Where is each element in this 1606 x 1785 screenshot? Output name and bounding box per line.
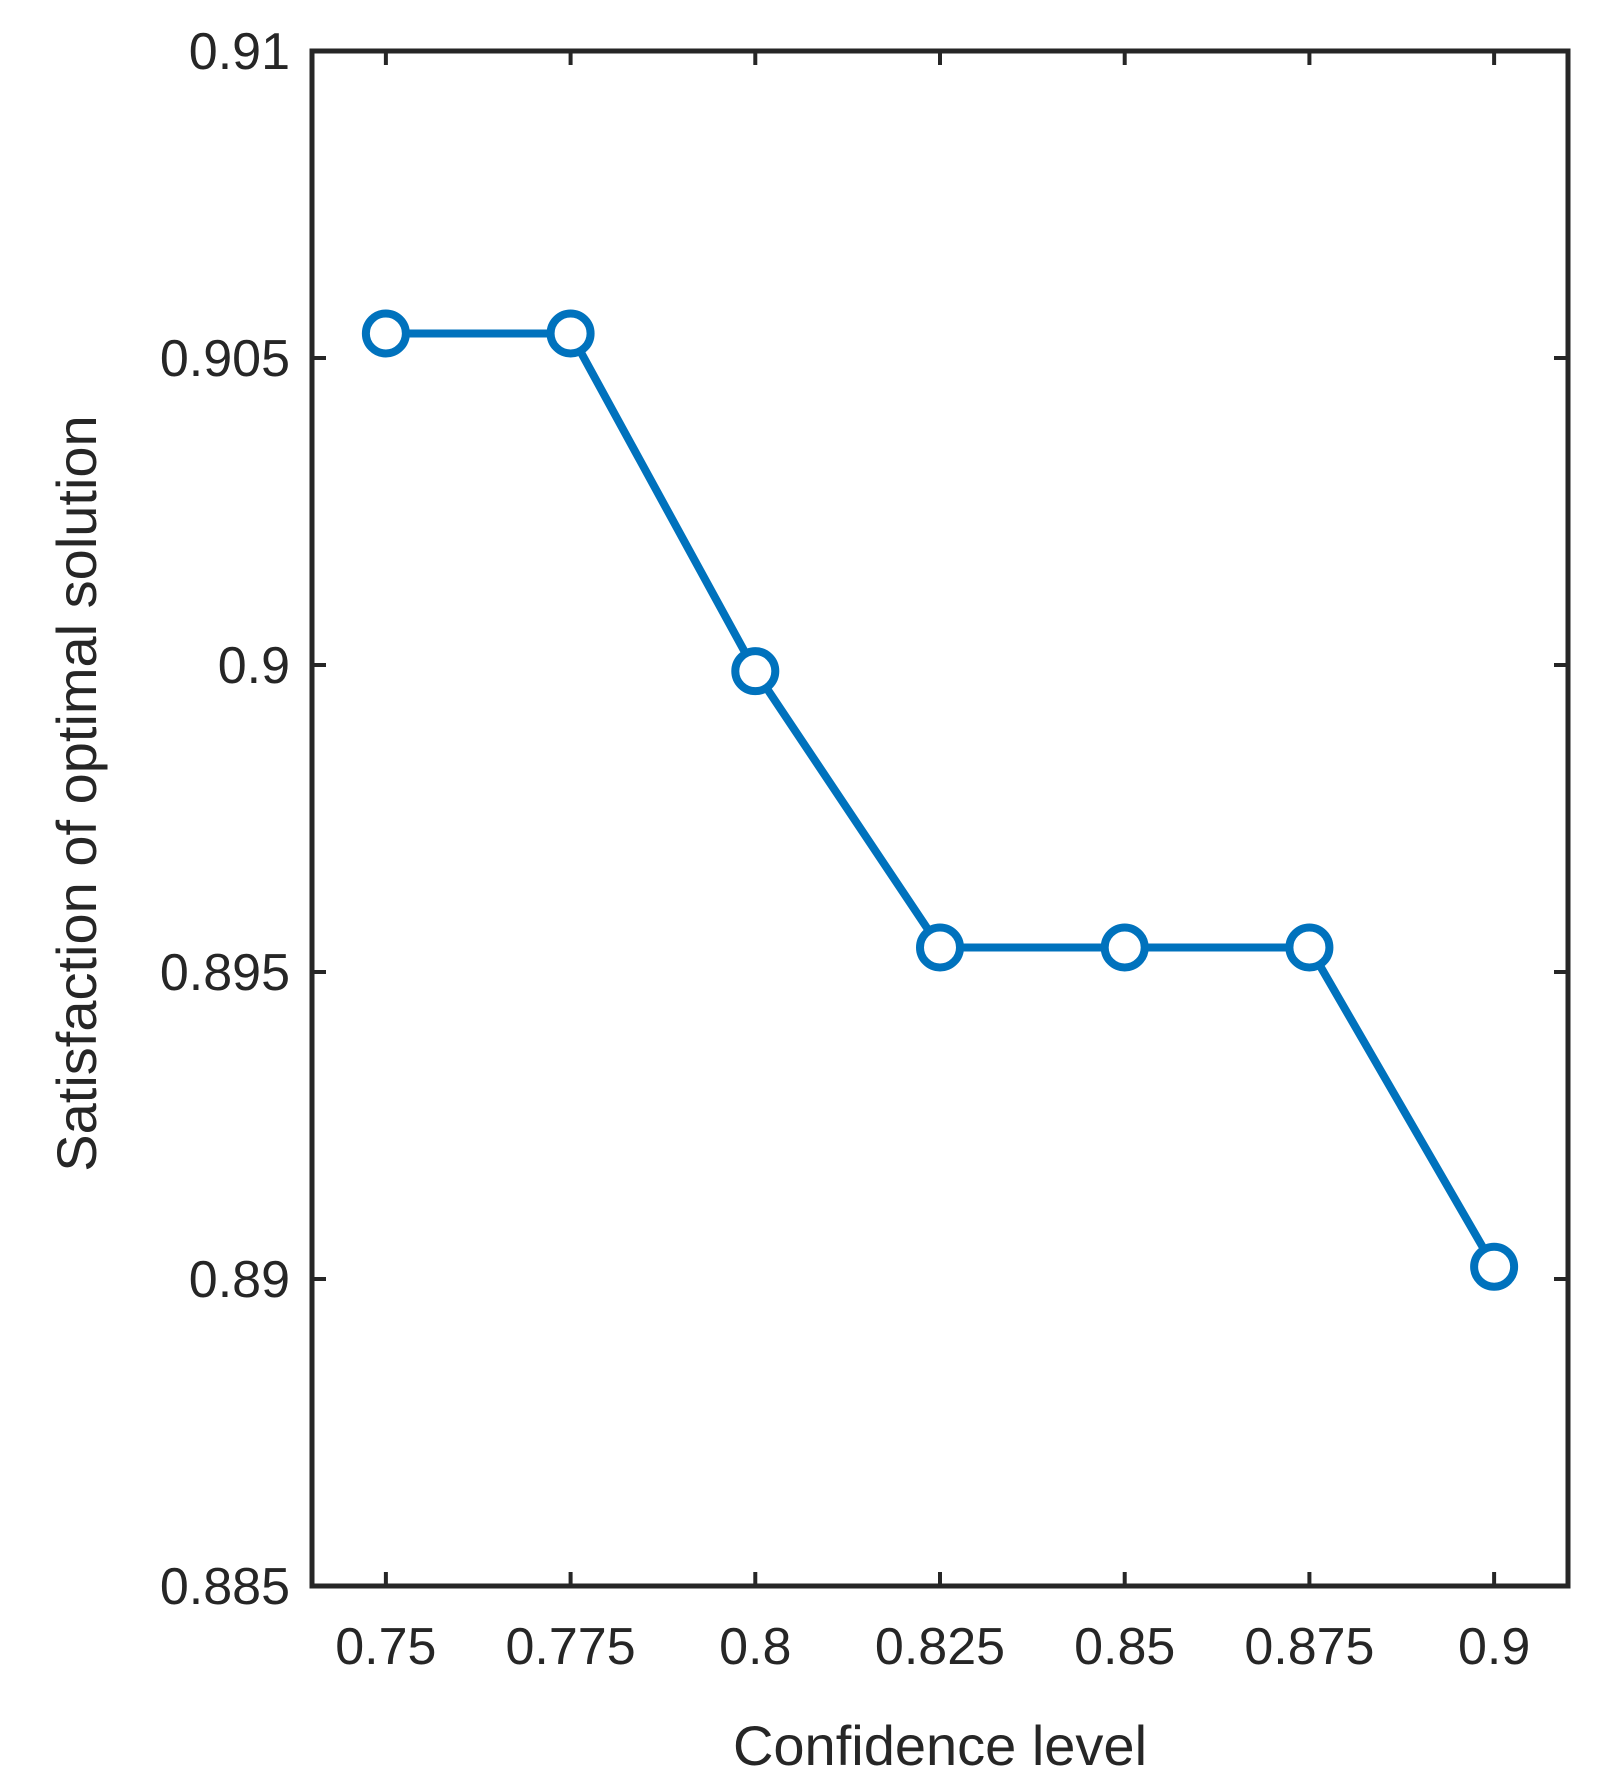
plot-series	[361, 309, 1519, 1291]
data-point-marker	[361, 309, 410, 358]
y-tick-label: 0.895	[160, 944, 290, 1002]
x-axis-label: Confidence level	[733, 1714, 1147, 1777]
y-tick-label: 0.885	[160, 1558, 290, 1616]
x-tick-label: 0.875	[1244, 1618, 1374, 1676]
data-point-marker	[1470, 1242, 1519, 1291]
axis-ticks	[312, 49, 1568, 1588]
tick-labels: 0.75 0.775 0.8 0.825 0.85 0.875 0.9 0.885 0.89 0.…	[160, 23, 1530, 1676]
data-point-marker	[1285, 923, 1334, 972]
y-axis-label: Satisfaction of optimal solution	[45, 415, 108, 1171]
y-tick-label: 0.89	[189, 1251, 290, 1309]
y-tick-label: 0.9	[218, 637, 290, 695]
y-tick-label: 0.91	[189, 23, 290, 81]
x-tick-label: 0.825	[875, 1618, 1005, 1676]
y-tick-label: 0.905	[160, 330, 290, 388]
series-line	[385, 329, 1498, 1269]
data-point-marker	[1100, 923, 1149, 972]
data-point-marker	[731, 647, 780, 696]
data-point-marker	[916, 923, 964, 972]
data-point-marker	[546, 309, 595, 358]
x-tick-label: 0.775	[506, 1618, 636, 1676]
x-tick-label: 0.8	[719, 1618, 791, 1676]
plot-area-frame	[309, 48, 1571, 1589]
x-tick-label: 0.85	[1074, 1618, 1175, 1676]
x-tick-label: 0.75	[335, 1618, 436, 1676]
x-tick-label: 0.9	[1458, 1618, 1530, 1676]
